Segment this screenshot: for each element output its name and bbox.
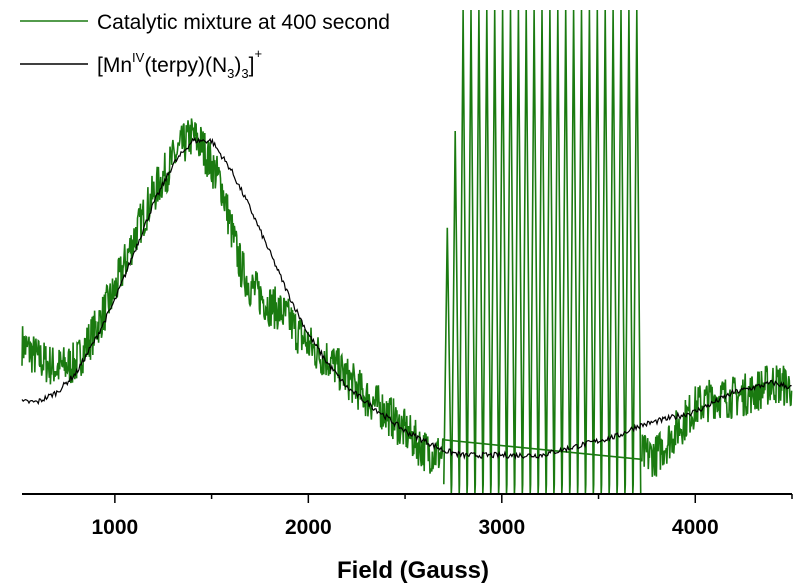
series-catalytic-mixture-line	[21, 118, 793, 477]
legend-mn-sub2: 3	[241, 66, 248, 81]
legend-mn-close: )	[234, 54, 241, 77]
series-catalytic-hyperfine-lines	[443, 9, 642, 495]
x-axis-title: Field (Gauss)	[337, 557, 489, 584]
plot-area	[21, 9, 793, 495]
series-mn-complex-line	[21, 136, 792, 461]
legend-mn-sub1: 3	[227, 66, 234, 81]
legend-label-mn-complex: [MnIV(terpy)(N3)3]+	[97, 46, 262, 81]
legend-mn-end: ]	[249, 54, 255, 77]
legend: Catalytic mixture at 400 second [MnIV(te…	[20, 11, 390, 81]
x-tick-label: 1000	[92, 516, 139, 539]
legend-mn-prefix: [Mn	[97, 54, 132, 77]
legend-mn-oxidation: IV	[132, 50, 145, 65]
x-tick-label: 2000	[285, 516, 332, 539]
legend-label-catalytic: Catalytic mixture at 400 second	[97, 11, 390, 34]
legend-mn-charge: +	[254, 46, 262, 61]
x-tick-label: 3000	[478, 516, 525, 539]
x-axis-ticks: 1000 2000 3000 4000	[92, 494, 793, 539]
legend-mn-ligand: (terpy)(N	[144, 54, 227, 77]
x-tick-label: 4000	[672, 516, 719, 539]
